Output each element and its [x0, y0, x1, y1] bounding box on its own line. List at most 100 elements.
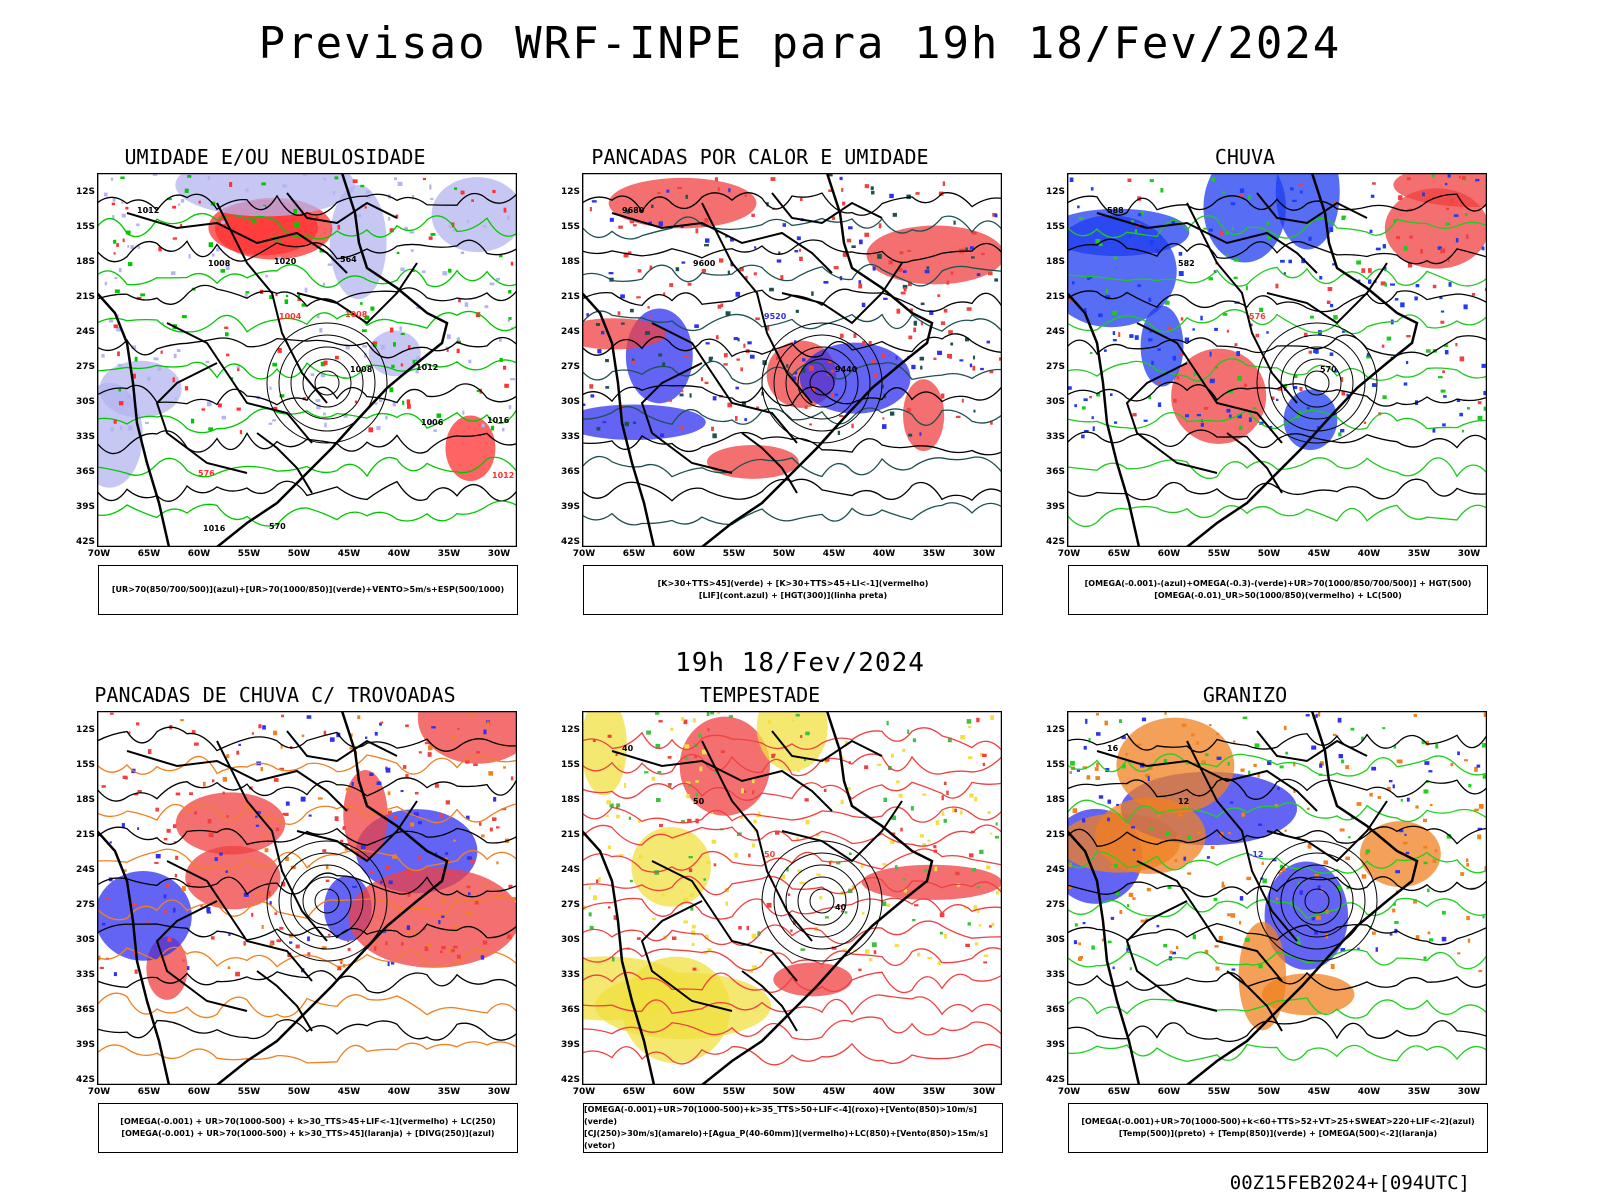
field-speckle: [172, 824, 177, 829]
contour-line: [97, 408, 517, 434]
field-speckle: [310, 373, 315, 376]
field-speckle: [343, 413, 348, 418]
contour-line: [97, 310, 517, 333]
lon-tick-label: 30W: [487, 549, 511, 559]
field-speckle: [915, 192, 920, 195]
field-speckle: [220, 269, 226, 273]
field-speckle: [1169, 950, 1173, 954]
field-speckle: [706, 711, 710, 716]
contour-line: [97, 872, 517, 898]
lon-tick-label: 50W: [1257, 549, 1281, 559]
field-speckle: [356, 214, 362, 218]
field-speckle: [498, 337, 502, 342]
field-speckle: [1330, 964, 1335, 969]
field-speckle: [654, 712, 660, 715]
field-speckle: [1258, 823, 1263, 826]
field-speckle: [691, 942, 695, 947]
field-speckle: [1293, 788, 1296, 793]
field-speckle: [1234, 343, 1238, 347]
field-speckle: [972, 355, 976, 360]
field-speckle: [611, 956, 615, 962]
field-speckle: [113, 419, 117, 424]
contour-value-label: 1008: [345, 310, 368, 319]
lat-tick-label: 15S: [560, 222, 580, 232]
field-speckle: [692, 967, 697, 971]
contour-value-label: 570: [1320, 365, 1337, 374]
field-speckle: [193, 742, 199, 746]
field-speckle: [1369, 229, 1373, 233]
field-speckle: [400, 267, 405, 271]
field-speckle: [325, 864, 329, 870]
field-speckle: [272, 419, 276, 422]
country-border: [1186, 202, 1298, 404]
field-speckle: [360, 845, 366, 849]
field-speckle: [1255, 333, 1260, 338]
field-speckle: [920, 302, 925, 306]
field-speckle: [113, 324, 118, 329]
field-speckle: [279, 767, 284, 770]
field-speckle: [448, 268, 452, 273]
field-speckle: [1319, 763, 1323, 768]
field-speckle: [1348, 836, 1351, 839]
field-speckle: [846, 238, 852, 243]
field-speckle: [275, 827, 280, 832]
field-speckle: [452, 229, 458, 232]
field-speckle: [967, 922, 971, 926]
field-speckle: [1377, 796, 1382, 799]
field-speckle: [742, 790, 747, 793]
lat-tick-label: 21S: [75, 292, 95, 302]
cyclone-contour: [1256, 840, 1378, 962]
field-speckle: [1258, 964, 1263, 969]
country-border: [1125, 362, 1218, 474]
field-speckle: [982, 762, 986, 767]
field-speckle: [349, 747, 354, 750]
field-speckle: [1365, 849, 1370, 854]
lat-tick-label: 30S: [560, 935, 580, 945]
field-speckle: [804, 798, 809, 802]
field-speckle: [1157, 348, 1161, 351]
field-speckle: [400, 332, 405, 336]
lat-tick-label: 36S: [560, 1005, 580, 1015]
field-speckle: [889, 193, 894, 199]
field-speckle: [1218, 935, 1223, 941]
contour-line: [97, 992, 517, 1019]
field-speckle: [1116, 890, 1120, 896]
field-speckle: [1277, 387, 1283, 391]
field-speckle: [1375, 947, 1378, 952]
field-speckle: [1148, 297, 1152, 302]
field-speckle: [1203, 227, 1208, 230]
field-speckle: [1309, 315, 1314, 319]
field-speckle: [728, 188, 731, 193]
field-speckle: [1226, 408, 1231, 413]
field-speckle: [457, 727, 460, 730]
lat-tick-label: 15S: [75, 760, 95, 770]
field-speckle: [883, 297, 888, 300]
field-speckle: [1184, 337, 1190, 343]
field-speckle: [379, 722, 382, 726]
contour-value-label: 16: [1107, 744, 1119, 753]
field-speckle: [456, 348, 460, 354]
field-speckle: [316, 404, 321, 410]
field-speckle: [178, 813, 182, 817]
field-speckle: [482, 225, 487, 228]
field-speckle: [411, 269, 415, 272]
contour-line: [97, 970, 517, 994]
field-speckle: [214, 857, 218, 862]
field-speckle: [805, 819, 810, 825]
lon-tick-label: 50W: [1257, 1087, 1281, 1097]
field-speckle: [1365, 851, 1369, 856]
field-speckle: [376, 781, 382, 785]
field-speckle: [207, 818, 212, 824]
field-speckle: [699, 766, 703, 772]
field-speckle: [870, 186, 874, 190]
contour-line: [582, 310, 1002, 332]
field-speckle: [1375, 247, 1381, 251]
field-speckle: [939, 931, 943, 935]
field-speckle: [278, 240, 282, 245]
field-speckle: [393, 177, 398, 181]
field-speckle: [163, 910, 167, 914]
field-speckle: [1238, 425, 1243, 431]
field-speckle: [695, 780, 699, 783]
field-speckle: [623, 252, 629, 258]
field-speckle: [1128, 234, 1132, 238]
